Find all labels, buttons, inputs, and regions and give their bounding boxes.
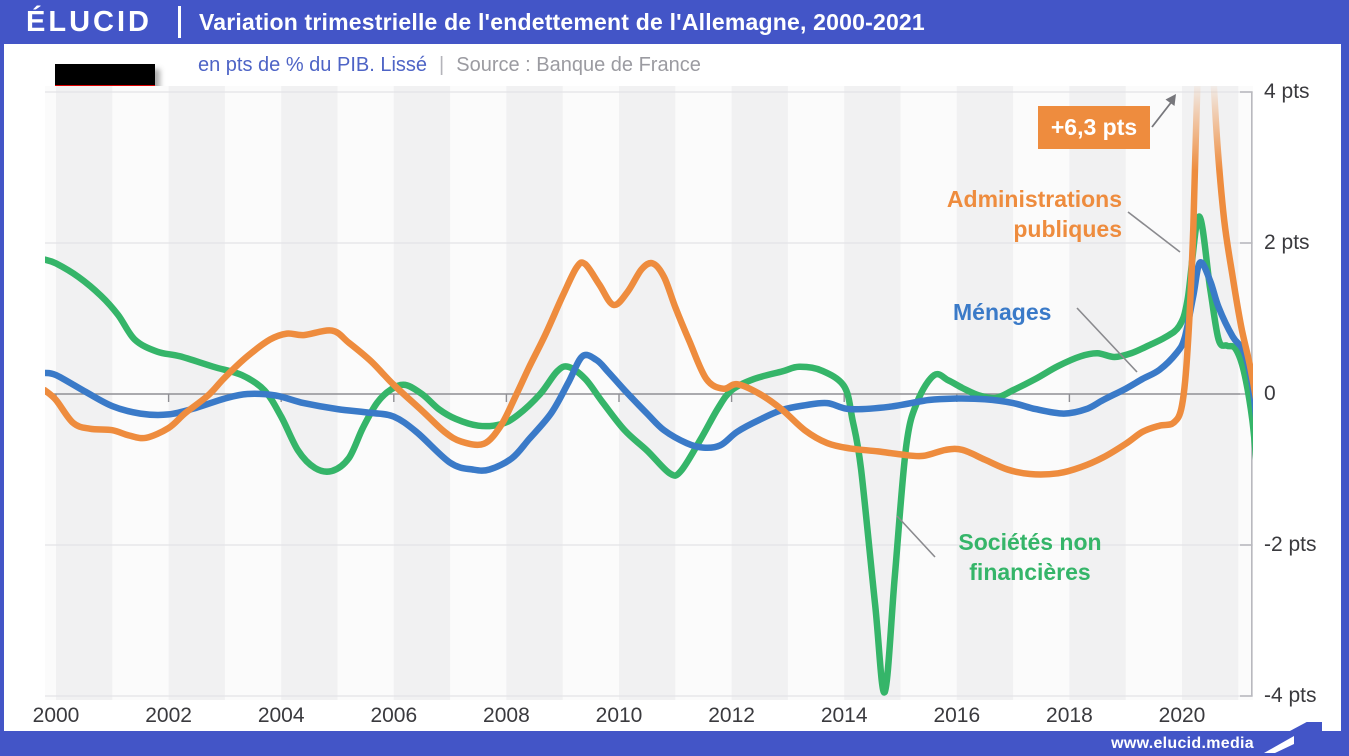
elucid-flag-icon — [1264, 735, 1294, 753]
footer-logo-step — [1288, 722, 1322, 732]
y-tick-label: -4 pts — [1264, 684, 1317, 707]
x-tick-label: 2018 — [1046, 704, 1093, 727]
left-border — [0, 44, 4, 756]
right-border — [1341, 44, 1349, 756]
page-title: Variation trimestrielle de l'endettement… — [199, 8, 925, 35]
series-label-societes-non-financieres: Sociétés non financières — [958, 529, 1102, 585]
elucid-logo: ÉLUCID — [26, 5, 152, 38]
x-tick-label: 2000 — [32, 704, 80, 727]
footer-bar: www.elucid.media — [0, 731, 1349, 756]
source-label: Source : Banque de France — [456, 53, 701, 76]
x-tick-label: 2016 — [933, 704, 981, 727]
x-tick-label: 2010 — [595, 704, 643, 727]
x-tick-label: 2012 — [708, 704, 755, 727]
series-line-menages — [45, 259, 1253, 474]
header-separator — [178, 6, 181, 38]
footer-url: www.elucid.media — [1111, 734, 1254, 752]
y-tick-label: 4 pts — [1264, 80, 1310, 103]
x-tick-label: 2006 — [370, 704, 418, 727]
unit-label: en pts de % du PIB. Lissé — [198, 53, 428, 76]
chart-plot-area — [45, 86, 1253, 700]
x-tick-label: 2020 — [1158, 704, 1206, 727]
series-line-administrations — [45, 86, 1253, 478]
subtitle-divider: | — [439, 53, 445, 76]
line-chart-svg — [45, 86, 1253, 700]
y-tick-label: -2 pts — [1264, 533, 1317, 556]
x-tick-label: 2014 — [820, 704, 868, 727]
series-label-menages: Ménages — [953, 299, 1052, 325]
x-tick-label: 2008 — [483, 704, 530, 727]
series-label-administrations-publiques: Administrations publiques — [946, 186, 1122, 242]
x-tick-label: 2004 — [257, 704, 305, 727]
peak-annotation-badge: +6,3 pts — [1038, 106, 1150, 149]
y-tick-label: 0 — [1264, 382, 1276, 405]
header-bar: ÉLUCID Variation trimestrielle de l'ende… — [0, 0, 1349, 44]
flag-black-band — [55, 64, 155, 85]
x-tick-label: 2002 — [145, 704, 192, 727]
y-tick-label: 2 pts — [1264, 231, 1310, 254]
chart-subtitle: en pts de % du PIB. Lissé | Source : Ban… — [198, 50, 701, 80]
